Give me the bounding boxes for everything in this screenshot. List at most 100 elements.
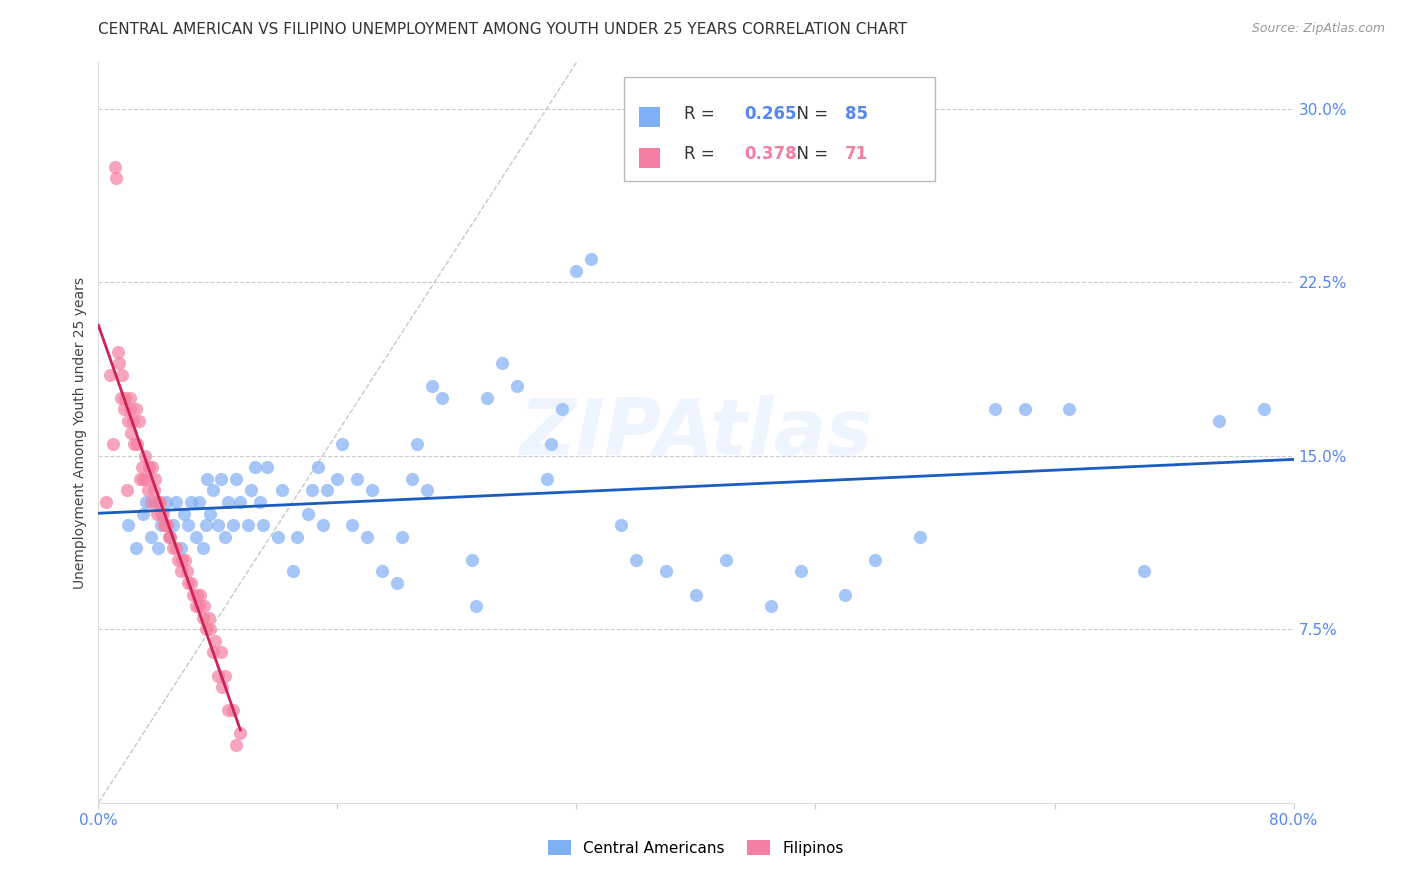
Point xyxy=(118,391,141,405)
Point xyxy=(125,541,148,556)
Point xyxy=(149,495,172,509)
Point xyxy=(834,588,856,602)
Point xyxy=(685,588,707,602)
Point xyxy=(465,599,488,614)
Point xyxy=(105,171,128,186)
Point xyxy=(148,495,170,509)
Point xyxy=(153,518,176,533)
Point xyxy=(127,437,149,451)
Point xyxy=(209,472,232,486)
Point xyxy=(180,576,202,591)
Point xyxy=(169,565,191,579)
Point xyxy=(104,160,127,174)
Point xyxy=(120,425,142,440)
Point xyxy=(865,553,887,567)
Point xyxy=(311,518,333,533)
Point xyxy=(165,495,187,509)
Point xyxy=(165,541,187,556)
Point xyxy=(214,668,236,682)
Text: CENTRAL AMERICAN VS FILIPINO UNEMPLOYMENT AMONG YOUTH UNDER 25 YEARS CORRELATION: CENTRAL AMERICAN VS FILIPINO UNEMPLOYMEN… xyxy=(98,22,907,37)
Point xyxy=(155,518,177,533)
Point xyxy=(330,437,353,451)
Point xyxy=(249,495,271,509)
Point xyxy=(197,472,219,486)
Point xyxy=(184,599,207,614)
Point xyxy=(271,483,294,498)
Point xyxy=(159,530,181,544)
Point xyxy=(759,599,782,614)
Point xyxy=(150,518,173,533)
Point xyxy=(565,263,588,277)
Point xyxy=(184,530,207,544)
Point xyxy=(217,495,239,509)
Point xyxy=(225,738,247,752)
Point xyxy=(346,472,368,486)
Text: Source: ZipAtlas.com: Source: ZipAtlas.com xyxy=(1251,22,1385,36)
Bar xyxy=(638,147,661,168)
Point xyxy=(181,588,204,602)
Point xyxy=(1133,565,1156,579)
Point xyxy=(125,402,148,417)
Text: ZIPAtlas: ZIPAtlas xyxy=(519,394,873,471)
Point xyxy=(252,518,274,533)
Point xyxy=(475,391,498,405)
Point xyxy=(581,252,603,266)
Point xyxy=(188,588,211,602)
Point xyxy=(430,391,453,405)
Point xyxy=(115,483,138,498)
Point xyxy=(195,518,218,533)
Point xyxy=(138,460,160,475)
Point xyxy=(285,530,308,544)
Point xyxy=(143,495,166,509)
Point xyxy=(200,507,222,521)
Point xyxy=(209,645,232,659)
Bar xyxy=(624,78,935,181)
Point xyxy=(202,645,225,659)
Point xyxy=(342,518,364,533)
Text: 85: 85 xyxy=(845,104,869,122)
Point xyxy=(191,610,214,624)
Point xyxy=(301,483,323,498)
Point xyxy=(198,610,221,624)
Y-axis label: Unemployment Among Youth under 25 years: Unemployment Among Youth under 25 years xyxy=(73,277,87,589)
Point xyxy=(1253,402,1275,417)
Point xyxy=(239,483,262,498)
Point xyxy=(129,472,152,486)
Point xyxy=(169,541,191,556)
Point xyxy=(536,472,558,486)
Point xyxy=(416,483,439,498)
Legend: Central Americans, Filipinos: Central Americans, Filipinos xyxy=(541,834,851,862)
Point xyxy=(281,565,304,579)
Point xyxy=(166,553,188,567)
Text: N =: N = xyxy=(786,145,832,163)
Point xyxy=(150,507,173,521)
Point xyxy=(984,402,1007,417)
Point xyxy=(356,530,378,544)
Point xyxy=(245,460,267,475)
Point xyxy=(207,668,229,682)
Point xyxy=(217,703,239,717)
Point xyxy=(117,518,139,533)
Point xyxy=(420,379,443,393)
Point xyxy=(174,553,197,567)
Point xyxy=(110,391,132,405)
Point xyxy=(94,495,117,509)
Point xyxy=(114,391,136,405)
Point xyxy=(121,414,143,428)
Point xyxy=(207,518,229,533)
Point xyxy=(222,703,245,717)
Point xyxy=(204,633,226,648)
Point xyxy=(132,507,155,521)
Point xyxy=(1014,402,1036,417)
Point xyxy=(159,530,181,544)
Bar xyxy=(638,107,661,127)
Point xyxy=(200,622,222,636)
Point xyxy=(177,518,200,533)
Point xyxy=(1208,414,1230,428)
Point xyxy=(405,437,427,451)
Point xyxy=(789,565,811,579)
Point xyxy=(908,530,931,544)
Point xyxy=(143,472,166,486)
Point xyxy=(173,507,195,521)
Point xyxy=(360,483,382,498)
